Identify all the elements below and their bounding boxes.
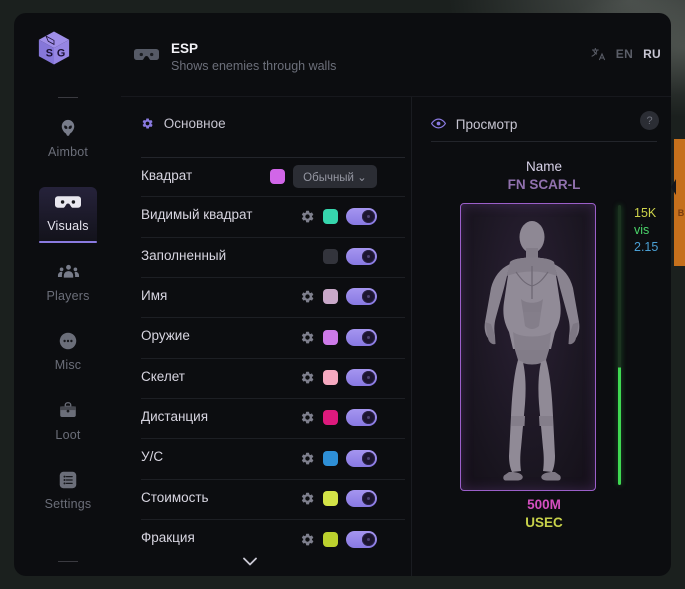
svg-text:G: G bbox=[57, 47, 65, 59]
svg-text:S: S bbox=[46, 47, 53, 59]
